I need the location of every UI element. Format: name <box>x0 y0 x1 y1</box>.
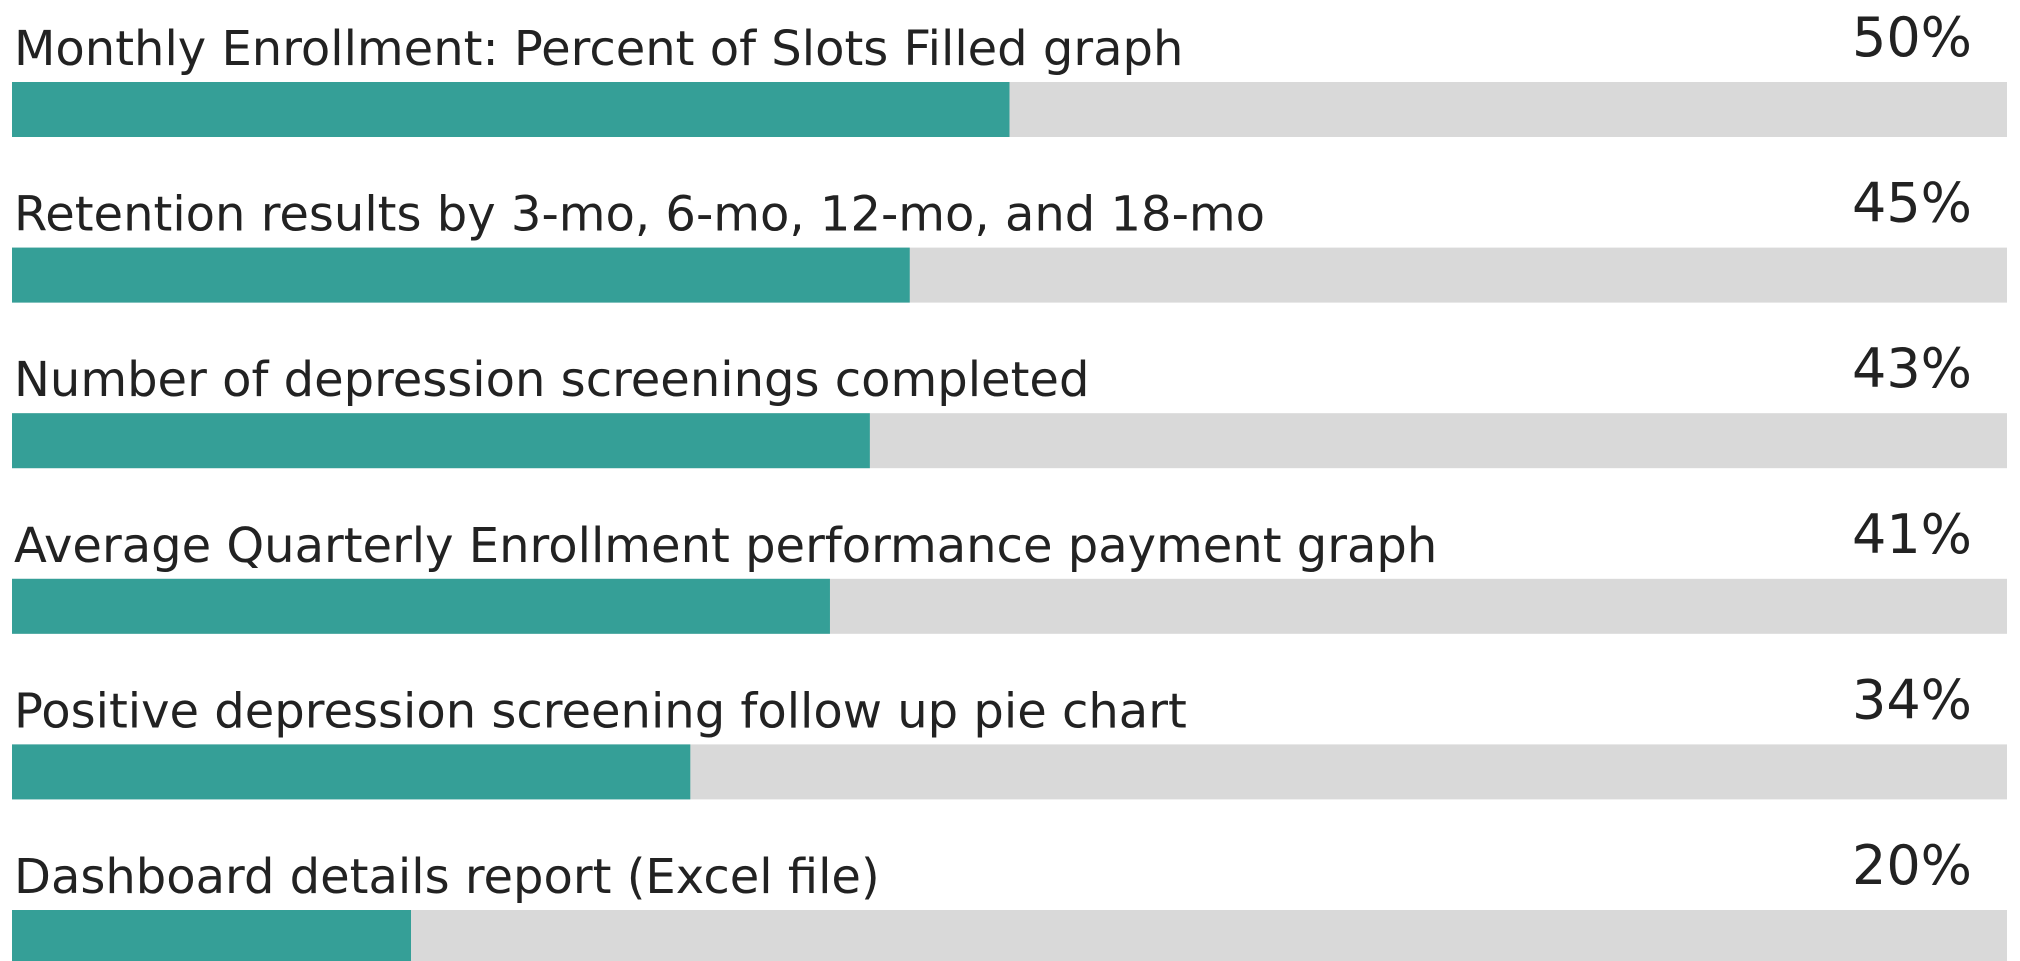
bar <box>12 247 910 303</box>
value-label: 50% <box>1852 6 1972 69</box>
category-label: Dashboard details report (Excel file) <box>14 849 880 905</box>
category-label: Monthly Enrollment: Percent of Slots Fil… <box>14 21 1183 77</box>
bar <box>12 413 870 469</box>
bar <box>12 82 1010 137</box>
category-label: Number of depression screenings complete… <box>14 352 1089 408</box>
value-label: 43% <box>1852 337 1972 400</box>
value-label: 41% <box>1852 503 1972 566</box>
bar <box>12 744 691 800</box>
category-label: Average Quarterly Enrollment performance… <box>14 518 1437 574</box>
value-label: 34% <box>1852 668 1972 731</box>
bar <box>12 910 411 961</box>
bar <box>12 578 830 634</box>
value-label: 20% <box>1852 834 1972 897</box>
category-label: Positive depression screening follow up … <box>14 683 1187 739</box>
value-label: 45% <box>1852 172 1972 235</box>
category-label: Retention results by 3-mo, 6-mo, 12-mo, … <box>14 187 1265 243</box>
